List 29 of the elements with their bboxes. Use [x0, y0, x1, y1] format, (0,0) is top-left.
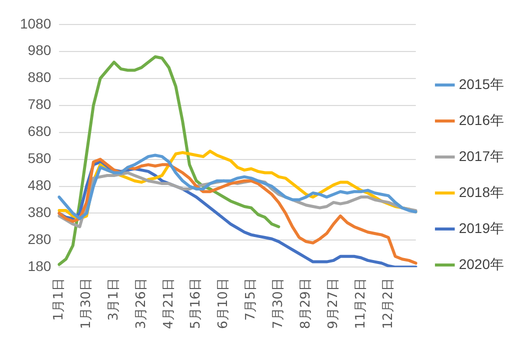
- x-tick-label: 12月2日: [380, 278, 396, 330]
- legend-label: 2020年: [458, 256, 504, 272]
- y-tick-label: 780: [28, 96, 52, 112]
- y-tick-label: 380: [28, 204, 52, 220]
- x-tick-label: 11月2日: [353, 278, 368, 330]
- y-tick-label: 880: [28, 69, 52, 86]
- legend-label: 2015年: [458, 76, 504, 92]
- y-tick-label: 280: [28, 231, 52, 248]
- x-tick-label: 1月1日: [52, 278, 67, 321]
- legend-label: 2017年: [458, 148, 504, 164]
- legend-label: 2018年: [458, 184, 504, 200]
- legend-label: 2019年: [458, 220, 504, 236]
- y-tick-label: 180: [28, 258, 52, 274]
- x-tick-label: 7月30日: [271, 278, 286, 330]
- y-tick-label: 580: [28, 150, 52, 166]
- x-tick-label: 7月5日: [244, 278, 259, 321]
- y-tick-label: 680: [28, 123, 52, 140]
- x-tick-label: 5月16日: [188, 278, 204, 330]
- x-tick-label: 1月30日: [78, 278, 94, 330]
- x-tick-label: 4月21日: [161, 278, 176, 330]
- y-tick-label: 480: [28, 177, 52, 194]
- y-tick-label: 1080: [20, 15, 52, 32]
- x-tick-label: 3月1日: [106, 278, 122, 321]
- x-tick-label: 3月26日: [134, 278, 149, 330]
- y-tick-label: 980: [28, 42, 52, 58]
- x-tick-label: 8月29日: [298, 278, 314, 330]
- x-tick-label: 6月10日: [216, 278, 232, 330]
- legend-label: 2016年: [458, 112, 504, 128]
- x-tick-label: 9月27日: [326, 278, 341, 330]
